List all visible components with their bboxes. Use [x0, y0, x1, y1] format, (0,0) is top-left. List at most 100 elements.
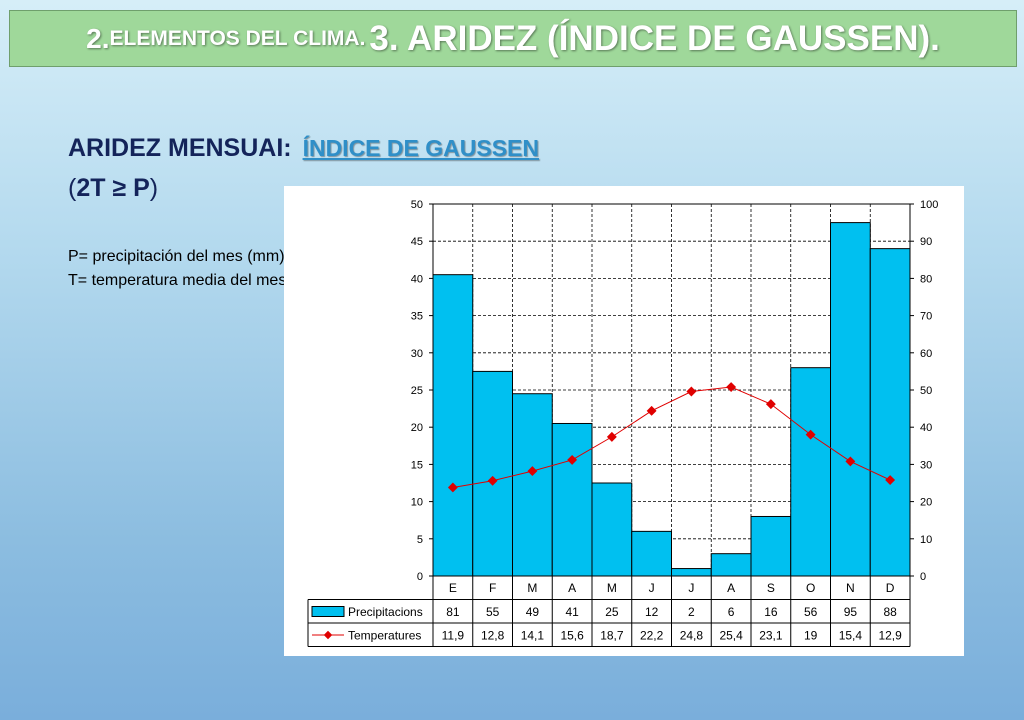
y-right-tick-label: 10	[920, 534, 932, 546]
precipitation-value-label: 6	[728, 605, 735, 619]
y-left-tick-label: 50	[411, 199, 423, 211]
precipitation-value-label: 88	[883, 605, 897, 619]
precipitation-value-label: 56	[804, 605, 818, 619]
legend-precipitation-label: Precipitacions	[348, 605, 423, 619]
precipitation-bar	[750, 515, 792, 577]
temperature-point	[726, 382, 737, 392]
precipitation-value-label: 16	[764, 605, 778, 619]
x-category-label: J	[649, 581, 655, 595]
precipitation-bar	[790, 367, 831, 577]
gaussen-formula: (2T ≥ P)	[68, 174, 158, 203]
temperature-point	[765, 399, 776, 410]
precipitation-value-label: 55	[486, 605, 500, 619]
slide-title-bar: 2. ELEMENTOS DEL CLIMA. 3. ARIDEZ (ÍNDICE …	[9, 10, 1017, 67]
temperature-value-label: 12,8	[481, 629, 505, 643]
temperature-value-label: 19	[804, 629, 818, 643]
y-right-tick-label: 80	[920, 273, 932, 285]
temperature-point	[885, 475, 896, 485]
temperature-value-label: 12,9	[878, 629, 902, 643]
y-left-tick-label: 5	[417, 534, 423, 546]
precipitation-value-label: 95	[844, 605, 858, 619]
precipitation-value-label: 81	[446, 605, 460, 619]
precipitation-value-label: 2	[688, 605, 695, 619]
x-category-label: J	[688, 581, 694, 595]
x-category-label: F	[489, 581, 496, 595]
x-category-label: S	[767, 581, 775, 595]
y-right-tick-label: 90	[920, 236, 932, 248]
y-right-tick-label: 60	[920, 348, 932, 360]
slide-heading: ARIDEZ MENSUAI: ÍNDICE DE GAUSSEN	[68, 134, 539, 163]
precipitation-bar	[551, 422, 593, 577]
temperature-point	[646, 405, 657, 416]
temperature-point	[606, 431, 617, 442]
temperature-line	[452, 386, 891, 488]
precipitation-bar	[432, 274, 474, 577]
title-topic: 3. ARIDEZ (ÍNDICE DE GAUSSEN).	[369, 18, 940, 58]
precipitation-value-label: 12	[645, 605, 659, 619]
x-category-label: M	[527, 581, 537, 595]
temperature-value-label: 24,8	[680, 629, 704, 643]
precipitation-value-label: 41	[565, 605, 579, 619]
temperature-value-label: 25,4	[719, 629, 743, 643]
temperature-value-label: 18,7	[600, 629, 624, 643]
y-left-tick-label: 30	[411, 348, 423, 360]
x-category-label: M	[607, 581, 617, 595]
y-right-tick-label: 100	[920, 199, 938, 211]
title-section: ELEMENTOS DEL CLIMA.	[109, 26, 366, 50]
y-left-tick-label: 15	[411, 459, 423, 471]
precipitation-bar	[869, 248, 911, 577]
precipitation-bar	[472, 370, 513, 577]
y-left-tick-label: 10	[411, 497, 423, 509]
temperature-point	[845, 456, 856, 467]
temperature-value-label: 11,9	[442, 629, 465, 643]
x-category-label: D	[886, 581, 895, 595]
y-left-tick-label: 20	[411, 422, 423, 434]
precipitation-bar	[671, 568, 712, 577]
title-number: 2.	[86, 22, 110, 54]
heading-accent: ÍNDICE DE GAUSSEN	[302, 135, 539, 161]
temperature-point	[686, 386, 697, 397]
y-right-tick-label: 0	[920, 571, 926, 583]
legend-precipitation-swatch	[311, 606, 345, 617]
temperature-point	[567, 454, 578, 465]
y-right-tick-label: 20	[920, 497, 932, 509]
precipitation-bar	[631, 530, 672, 577]
temperature-value-label: 22,2	[640, 629, 664, 643]
temperature-value-label: 14,1	[521, 629, 545, 643]
formula-body: 2T ≥ P	[76, 174, 150, 202]
x-category-label: E	[449, 581, 457, 595]
definition-temperature: T= temperatura media del mes en ºC	[68, 272, 331, 289]
climate-chart-svg: 0 5 10 15 20 25 30 35 40 45 50 0 10 20 30 40 50 60 70 80 90 1…	[307, 199, 938, 647]
y-right-tick-label: 40	[920, 422, 932, 434]
precipitation-bar	[591, 482, 633, 577]
heading-prefix: ARIDEZ MENSUAI:	[68, 134, 292, 162]
y-right-tick-label: 70	[920, 311, 932, 323]
temperature-point	[527, 466, 538, 477]
formula-open-paren: (	[68, 174, 77, 202]
temperature-value-label: 23,1	[759, 629, 783, 643]
y-left-tick-label: 25	[411, 385, 423, 397]
x-category-label: A	[568, 581, 576, 595]
temperature-value-label: 15,4	[839, 629, 863, 643]
precipitation-value-label: 49	[526, 605, 540, 619]
y-left-tick-label: 45	[411, 236, 423, 248]
precipitation-bar	[830, 222, 871, 577]
y-right-tick-label: 50	[920, 385, 932, 397]
y-left-tick-label: 35	[411, 311, 423, 323]
x-category-label: A	[727, 581, 735, 595]
precipitation-bar	[710, 553, 752, 577]
temperature-point	[805, 429, 816, 440]
y-right-tick-label: 30	[920, 459, 932, 471]
precipitation-bar	[512, 393, 553, 577]
definition-precipitation: P= precipitación del mes (mm)	[68, 248, 285, 265]
legend-temperature-marker	[323, 630, 333, 640]
formula-close-paren: )	[149, 174, 159, 202]
temperature-value-label: 15,6	[560, 629, 584, 643]
x-category-label: O	[806, 581, 815, 595]
y-left-tick-label: 40	[411, 273, 423, 285]
climate-chart: 0 5 10 15 20 25 30 35 40 45 50 0 10 20 30 40 50 60 70 80 90 1…	[284, 186, 964, 656]
y-left-tick-label: 0	[417, 571, 423, 583]
legend-temperature-label: Temperatures	[348, 629, 421, 643]
precipitation-value-label: 25	[605, 605, 619, 619]
x-category-label: N	[846, 581, 855, 595]
